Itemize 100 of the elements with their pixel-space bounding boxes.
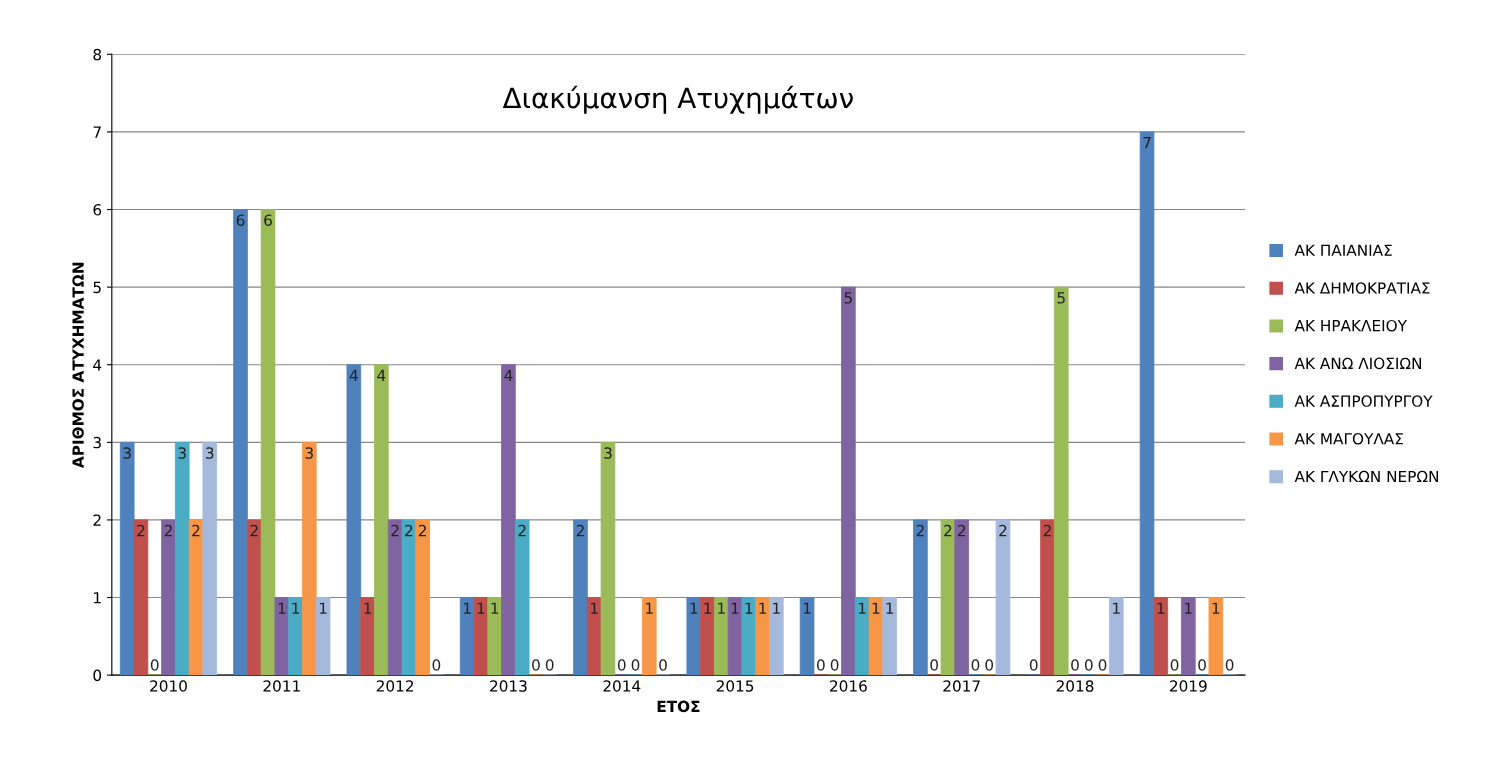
- data-label: 2: [418, 524, 426, 537]
- data-label: 4: [504, 369, 513, 381]
- data-label: 6: [236, 214, 245, 226]
- bar: [940, 519, 956, 676]
- y-tick-label: 0: [93, 669, 102, 682]
- bar: [882, 597, 897, 676]
- data-label: 2: [999, 524, 1007, 537]
- bar: [700, 597, 715, 676]
- bar: [260, 209, 276, 676]
- data-label: 3: [604, 447, 612, 459]
- bar: [360, 597, 375, 676]
- data-label: 1: [591, 602, 598, 614]
- data-label: 1: [646, 602, 653, 614]
- bar: [1181, 597, 1196, 676]
- bar: [954, 519, 969, 676]
- data-label: 1: [690, 602, 698, 614]
- data-label: 2: [391, 524, 399, 537]
- y-tick-label: 6: [93, 203, 102, 216]
- data-label: 0: [617, 659, 626, 671]
- x-tick-label: 2018: [1056, 680, 1094, 692]
- bar: [1040, 519, 1055, 676]
- y-tick-label: 8: [93, 48, 102, 61]
- y-tick-label: 1: [94, 592, 101, 604]
- bar: [302, 441, 317, 676]
- data-label: 1: [319, 602, 327, 614]
- legend-label: ΑΚ ΗΡΑΚΛΕΙΟΥ: [1294, 319, 1408, 332]
- bar: [487, 597, 502, 676]
- data-label: 2: [164, 524, 172, 537]
- data-label: 7: [1143, 137, 1151, 149]
- bar: [161, 519, 176, 676]
- y-tick-label: 7: [93, 126, 101, 138]
- x-tick-label: 2015: [716, 680, 754, 692]
- y-tick-label: 2: [93, 514, 101, 526]
- legend-label: ΑΚ ΔΗΜΟΚΡΑΤΙΑΣ: [1294, 282, 1430, 294]
- data-label: 1: [872, 602, 880, 614]
- data-label: 2: [192, 524, 200, 537]
- y-tick-label: 4: [93, 359, 102, 371]
- data-label: 1: [463, 602, 471, 614]
- bar: [501, 364, 516, 676]
- bar: [233, 209, 248, 676]
- data-label: 0: [631, 659, 640, 671]
- bar: [174, 441, 190, 676]
- data-label: 5: [1057, 292, 1065, 304]
- data-label: 0: [1225, 659, 1234, 671]
- data-label: 0: [432, 659, 441, 671]
- x-tick-label: 2010: [150, 680, 187, 692]
- data-label: 3: [123, 447, 131, 459]
- data-label: 1: [803, 602, 811, 614]
- bar: [1208, 597, 1224, 676]
- bar: [288, 597, 303, 676]
- data-label: 0: [930, 659, 939, 671]
- bar: [1153, 597, 1169, 676]
- bar: [1108, 597, 1124, 676]
- data-label: 2: [137, 524, 145, 537]
- bar: [799, 597, 815, 676]
- data-label: 0: [150, 659, 159, 671]
- data-label: 2: [405, 524, 413, 537]
- data-label: 1: [1157, 602, 1165, 614]
- legend-label: ΑΚ ΠΑΙΑΝΙΑΣ: [1294, 244, 1392, 256]
- bar: [133, 519, 149, 676]
- x-tick-label: 2017: [943, 680, 980, 692]
- data-label: 1: [1212, 602, 1220, 614]
- data-label: 1: [292, 602, 300, 614]
- bar: [686, 597, 702, 676]
- bar: [600, 441, 616, 676]
- bar: [246, 519, 262, 676]
- x-tick-label: 2016: [830, 680, 867, 692]
- legend-label: ΑΚ ΜΑΓΟΥΛΑΣ: [1294, 433, 1403, 445]
- bar: [868, 597, 884, 676]
- y-tick-label: 5: [93, 281, 101, 294]
- data-label: 3: [305, 447, 313, 459]
- data-label: 2: [944, 524, 952, 537]
- bar: [514, 519, 530, 676]
- bar: [346, 364, 362, 676]
- data-label: 3: [178, 447, 186, 459]
- data-label: 0: [545, 659, 554, 671]
- data-label: 1: [477, 602, 485, 614]
- legend-label: ΑΚ ΑΝΩ ΛΙΟΣΙΩΝ: [1294, 357, 1421, 370]
- data-label: 0: [1071, 659, 1079, 671]
- y-tick-label: 3: [93, 436, 101, 449]
- bar: [188, 519, 204, 676]
- x-axis-title: ΕΤΟΣ: [657, 700, 700, 713]
- bar: [1139, 131, 1155, 676]
- text: Διακύμανση Ατυχημάτων: [502, 85, 853, 114]
- bar: [573, 519, 588, 676]
- data-label: 1: [886, 602, 894, 614]
- data-label: 1: [704, 602, 711, 614]
- data-label: 2: [1043, 524, 1051, 537]
- data-label: 0: [971, 659, 980, 671]
- data-label: 1: [1113, 602, 1120, 614]
- x-tick-label: 2012: [376, 680, 414, 692]
- data-label: 4: [349, 369, 358, 381]
- data-label: 0: [532, 659, 540, 671]
- data-label: 0: [1084, 659, 1093, 671]
- data-label: 1: [759, 602, 767, 614]
- x-tick-label: 2019: [1170, 680, 1207, 692]
- bar: [769, 597, 784, 676]
- data-label: 2: [250, 524, 258, 537]
- data-label: 3: [206, 447, 214, 459]
- data-label: 0: [659, 659, 667, 671]
